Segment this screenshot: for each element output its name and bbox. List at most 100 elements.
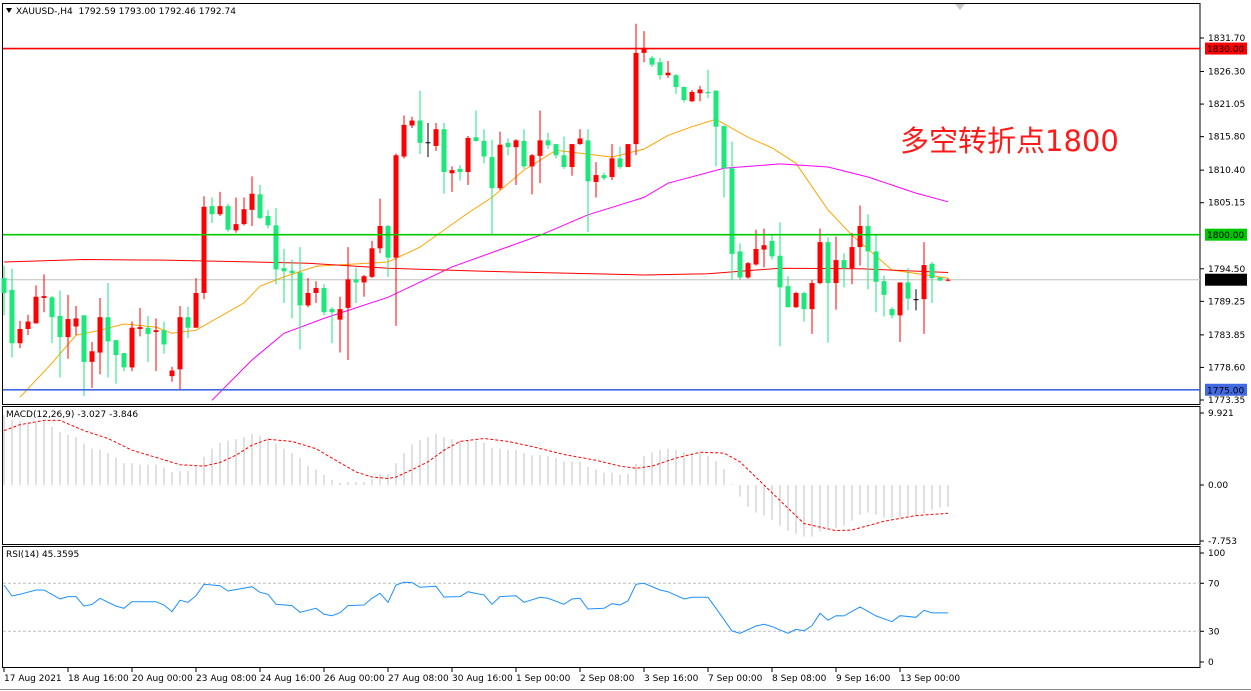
candle — [321, 284, 327, 316]
candle — [361, 274, 367, 297]
rsi-panel-frame — [2, 546, 1201, 668]
candle-body — [873, 251, 879, 282]
candle — [857, 205, 863, 266]
candle — [97, 297, 103, 375]
candle-body — [817, 242, 823, 284]
candle — [737, 243, 743, 280]
candle — [705, 69, 711, 99]
candle — [345, 247, 351, 360]
candle-body — [57, 315, 63, 338]
candle-body — [601, 175, 607, 179]
candle — [73, 306, 79, 336]
candle-body — [937, 277, 943, 281]
candle-body — [473, 137, 479, 141]
candle — [849, 232, 855, 285]
candle — [441, 122, 447, 194]
candle — [241, 197, 247, 226]
candle — [657, 57, 663, 80]
candle — [457, 165, 463, 181]
candle-body — [529, 155, 535, 167]
candle-body — [809, 283, 815, 310]
macd-title: MACD(12,26,9) -3.027 -3.846 — [6, 410, 139, 420]
candle — [201, 196, 207, 300]
candle — [777, 222, 783, 347]
candle-body — [153, 330, 159, 333]
candle — [553, 144, 559, 159]
candle — [713, 90, 719, 167]
candle — [937, 276, 943, 282]
candle-body — [881, 281, 887, 295]
price-tick-label: 1805.15 — [1208, 199, 1245, 209]
candle-body — [225, 206, 231, 230]
candle-body — [577, 138, 583, 145]
time-tick-label: 3 Sep 16:00 — [644, 674, 699, 684]
candle — [233, 197, 239, 233]
dropdown-triangle-icon[interactable] — [6, 8, 12, 13]
candle — [281, 248, 287, 303]
candle — [273, 207, 279, 285]
candle-body — [17, 328, 23, 344]
candle — [265, 209, 271, 229]
time-tick-label: 13 Sep 00:00 — [900, 674, 960, 684]
candle — [545, 132, 551, 150]
candle — [313, 281, 319, 303]
candle — [145, 315, 151, 362]
candle-body — [745, 263, 751, 278]
candle-body — [457, 168, 463, 173]
candle — [681, 86, 687, 103]
candle-body — [217, 206, 223, 215]
candle-body — [361, 276, 367, 283]
candle — [513, 139, 519, 186]
candle-body — [489, 157, 495, 189]
candle-body — [841, 260, 847, 269]
candle — [193, 278, 199, 328]
candle — [609, 144, 615, 181]
candle — [161, 321, 167, 354]
candle-body — [625, 144, 631, 168]
candle — [169, 366, 175, 382]
time-tick-label: 20 Aug 00:00 — [132, 674, 193, 684]
rsi-tick-label: 100 — [1208, 549, 1225, 559]
candle-body — [177, 317, 183, 370]
candle — [561, 136, 567, 169]
candle-body — [297, 272, 303, 306]
candle-body — [249, 193, 255, 210]
candle — [785, 276, 791, 308]
candle-body — [137, 327, 143, 329]
candle-body — [945, 279, 951, 281]
candle — [433, 122, 439, 151]
chart-title: XAUUSD-,H4 1792.59 1793.00 1792.46 1792.… — [6, 7, 236, 17]
candle-body — [33, 296, 39, 324]
price-tick-label: 1789.25 — [1208, 297, 1245, 307]
candle — [729, 141, 735, 280]
candle-body — [113, 340, 119, 356]
candle — [753, 229, 759, 266]
macd-panel-frame — [2, 406, 1201, 545]
candle-body — [1, 278, 7, 293]
candle — [137, 307, 143, 337]
candle-body — [401, 124, 407, 157]
price-tick-label: 1783.85 — [1208, 331, 1245, 341]
time-tick-label: 30 Aug 16:00 — [452, 674, 513, 684]
candle-body — [889, 309, 895, 316]
level-price-label: 1775.00 — [1207, 386, 1244, 396]
candle-body — [193, 292, 199, 328]
time-tick-label: 23 Aug 08:00 — [196, 674, 257, 684]
price-tick-label: 1773.35 — [1208, 396, 1245, 406]
time-tick-label: 18 Aug 16:00 — [68, 674, 129, 684]
candle-body — [9, 289, 15, 344]
candle-body — [289, 270, 295, 274]
candle-body — [281, 268, 287, 272]
chart-shift-marker-icon[interactable] — [955, 4, 965, 10]
candle — [673, 73, 679, 94]
rsi-tick-label: 30 — [1208, 627, 1220, 637]
candle-body — [481, 140, 487, 157]
candle-body — [393, 155, 399, 258]
candle — [41, 274, 47, 313]
candle — [945, 278, 951, 282]
candle-body — [657, 62, 663, 76]
candle-body — [681, 87, 687, 101]
candle-body — [321, 288, 327, 313]
candle-body — [545, 140, 551, 146]
